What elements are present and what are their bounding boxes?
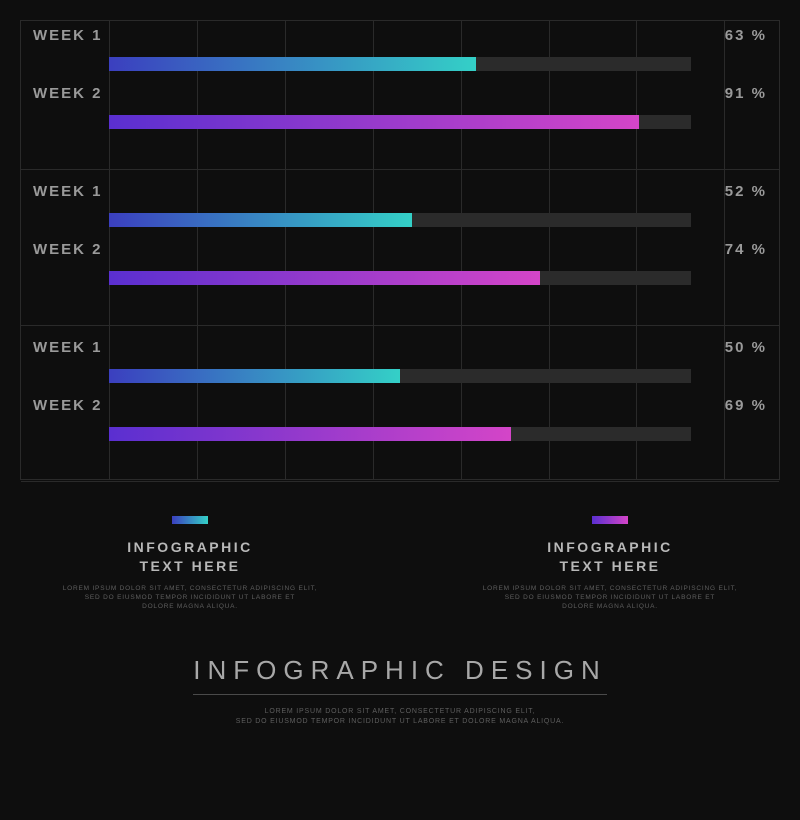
bar-value: 63 % [725, 27, 767, 44]
bar-track [109, 427, 691, 441]
chart-area: WEEK 1 63 % WEEK 2 91 % WEEK 1 52 % WEEK 2 74 %… [20, 20, 780, 480]
bar-label: WEEK 2 [33, 241, 103, 258]
bar-fill [109, 427, 511, 441]
footer-desc: LOREM IPSUM DOLOR SIT AMET, CONSECTETUR … [0, 707, 800, 727]
bar-track [109, 271, 691, 285]
bar-fill [109, 57, 476, 71]
bar-track [109, 213, 691, 227]
bar-fill [109, 271, 540, 285]
gridline-horizontal [21, 481, 779, 482]
bar-fill [109, 369, 400, 383]
bar-row: WEEK 1 50 % [21, 339, 779, 383]
bar-group: WEEK 1 63 % WEEK 2 91 % [21, 27, 779, 129]
legend: INFOGRAPHIC TEXT HERE LOREM IPSUM DOLOR S… [0, 516, 800, 611]
bar-value: 69 % [725, 397, 767, 414]
legend-item: INFOGRAPHIC TEXT HERE LOREM IPSUM DOLOR S… [60, 516, 320, 611]
bar-label: WEEK 1 [33, 27, 103, 44]
legend-title: INFOGRAPHIC TEXT HERE [60, 538, 320, 576]
bar-row: WEEK 2 91 % [21, 85, 779, 129]
bar-row: WEEK 2 74 % [21, 241, 779, 285]
legend-swatch [592, 516, 628, 524]
bar-group: WEEK 1 50 % WEEK 2 69 % [21, 339, 779, 441]
bar-value: 74 % [725, 241, 767, 258]
legend-title: INFOGRAPHIC TEXT HERE [480, 538, 740, 576]
bar-label: WEEK 2 [33, 85, 103, 102]
bar-row: WEEK 1 63 % [21, 27, 779, 71]
bar-track [109, 115, 691, 129]
bar-value: 91 % [725, 85, 767, 102]
legend-swatch [172, 516, 208, 524]
bar-track [109, 369, 691, 383]
bar-value: 50 % [725, 339, 767, 356]
legend-desc: LOREM IPSUM DOLOR SIT AMET, CONSECTETUR … [60, 584, 320, 611]
bar-label: WEEK 1 [33, 183, 103, 200]
legend-desc: LOREM IPSUM DOLOR SIT AMET, CONSECTETUR … [480, 584, 740, 611]
bar-value: 52 % [725, 183, 767, 200]
bar-label: WEEK 2 [33, 397, 103, 414]
bar-row: WEEK 2 69 % [21, 397, 779, 441]
gridline-horizontal [21, 169, 779, 170]
bar-group: WEEK 1 52 % WEEK 2 74 % [21, 183, 779, 285]
bar-label: WEEK 1 [33, 339, 103, 356]
gridline-horizontal [21, 325, 779, 326]
bar-row: WEEK 1 52 % [21, 183, 779, 227]
bar-track [109, 57, 691, 71]
legend-item: INFOGRAPHIC TEXT HERE LOREM IPSUM DOLOR S… [480, 516, 740, 611]
bar-fill [109, 213, 412, 227]
bar-fill [109, 115, 639, 129]
footer: INFOGRAPHIC DESIGN LOREM IPSUM DOLOR SIT… [0, 655, 800, 727]
footer-title: INFOGRAPHIC DESIGN [193, 655, 606, 695]
